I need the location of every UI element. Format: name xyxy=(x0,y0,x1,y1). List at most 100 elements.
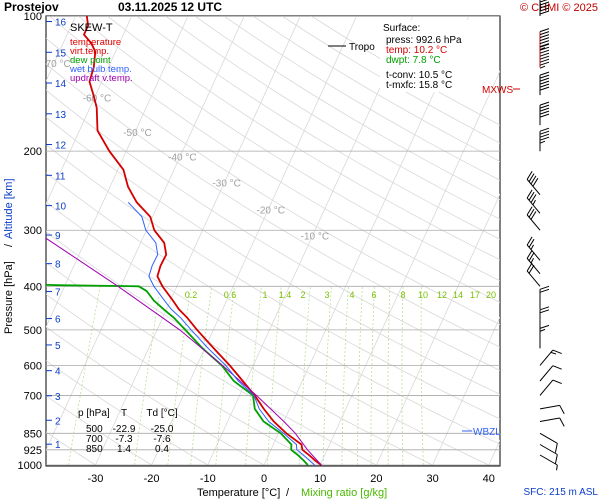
wind-barb xyxy=(526,171,541,196)
isotherm-label: -70 °C xyxy=(42,59,70,70)
x-tick-label: 10 xyxy=(314,473,326,485)
wind-barb-flag xyxy=(532,177,539,187)
table-cell: -22.9 xyxy=(113,424,136,435)
axes-layer: -30 -20 -10 0 10 20 30 401002003004005006007008… xyxy=(18,11,495,485)
wind-barb-staff xyxy=(539,454,558,466)
x-tick-label: -20 xyxy=(144,473,160,485)
wind-barb-flag xyxy=(539,10,550,15)
wind-barb-flag xyxy=(539,80,550,85)
wind-barb-flag xyxy=(539,46,550,51)
series-updraft-v-temp--line xyxy=(46,237,322,466)
grid-layer: -80 °C -70 °C -60 °C -50 °C -40 °C -30 °C -20 … xyxy=(42,16,517,466)
isotherm-label: -30 °C xyxy=(212,179,240,190)
isotherm-label: -10 °C xyxy=(301,232,329,243)
wind-barb-flag xyxy=(526,262,533,272)
x-tick-label: -10 xyxy=(200,473,216,485)
wind-barb-flag xyxy=(539,37,550,42)
mixing-ratio-label: 14 xyxy=(453,290,463,300)
pressure-tick-label: 700 xyxy=(24,390,42,402)
station-title: Prostejov xyxy=(4,0,59,14)
wind-barb-staff xyxy=(539,349,554,366)
wind-barb-flag xyxy=(530,175,537,185)
sfc-label: SFC: 215 m ASL xyxy=(524,487,599,498)
wind-barb-flag xyxy=(539,43,550,48)
wind-barb-flag xyxy=(552,379,562,385)
surface-tmxfc: t-mxfc: 15.8 °C xyxy=(386,80,452,91)
wind-barb xyxy=(539,432,558,453)
table-cell: 700 xyxy=(86,434,103,445)
y-axis-separator: / xyxy=(3,243,15,247)
surface-dwpt: dwpt: 7.8 °C xyxy=(386,55,441,66)
y-axis-label: Pressure [hPa] xyxy=(3,261,15,334)
mixing-ratio-label: 25 xyxy=(507,290,517,300)
wind-barb-staff xyxy=(539,432,558,444)
wind-barb-flag xyxy=(559,405,565,415)
wind-barb-flag xyxy=(539,110,550,115)
wind-barb-flag xyxy=(539,306,550,311)
x-axis-label: Temperature [°C] xyxy=(197,487,280,499)
wind-barb-flag xyxy=(539,83,550,88)
wind-barb xyxy=(539,349,562,366)
altitude-tick-label: 10 xyxy=(55,202,67,213)
datetime-title: 03.11.2025 12 UTC xyxy=(118,0,222,14)
wind-barb-flag xyxy=(526,189,533,199)
wind-barb-flag xyxy=(552,349,562,355)
altitude-tick-label: 11 xyxy=(55,171,66,182)
wind-barb-half xyxy=(550,351,557,355)
x-tick-label: 40 xyxy=(483,473,495,485)
wind-barb-half xyxy=(530,244,534,250)
wind-barb xyxy=(539,43,550,69)
wind-barb-flag xyxy=(539,71,550,76)
mxws-label: MXWS xyxy=(482,85,513,96)
wind-barb-half xyxy=(556,464,558,471)
level-table: p [hPa] T Td [°C] 500 -22.9 -25.0 700 -7.3 -7.6 8… xyxy=(78,408,178,455)
wind-barb xyxy=(539,379,562,396)
wind-barb-flag xyxy=(539,285,550,290)
table-cell: 0.4 xyxy=(155,444,169,455)
pressure-tick-label: 600 xyxy=(24,360,42,372)
table-header: Td [°C] xyxy=(146,408,177,419)
wind-barb xyxy=(539,365,562,382)
wind-barb-flag xyxy=(539,77,550,82)
isotherm-label: -50 °C xyxy=(123,128,151,139)
wind-barb-half xyxy=(539,65,546,69)
wind-barb xyxy=(539,306,550,330)
series-dew-point-line xyxy=(46,284,309,466)
altitude-tick-label: 9 xyxy=(55,231,61,242)
wind-barb-staff xyxy=(526,270,541,287)
pressure-tick-label: 1000 xyxy=(18,460,42,472)
mixing-ratio-label: 17 xyxy=(470,290,480,300)
mixing-ratio-label: 20 xyxy=(486,290,496,300)
isotherm-line xyxy=(432,316,500,466)
wind-barb-flag xyxy=(539,40,550,45)
x-tick-label: 0 xyxy=(261,473,267,485)
wind-barb xyxy=(539,0,550,16)
isotherm-line xyxy=(95,16,301,466)
wind-barb xyxy=(539,285,550,310)
x-tick-label: 20 xyxy=(370,473,382,485)
wind-barb-staff xyxy=(539,417,560,422)
pressure-tick-label: 850 xyxy=(24,428,42,440)
wind-barb-flag xyxy=(526,171,533,180)
wind-barb-flag xyxy=(539,49,550,54)
wind-barb-staff xyxy=(526,179,541,196)
dry-adiabat-line xyxy=(78,16,500,282)
wind-barb-half xyxy=(530,257,534,264)
wind-barb-flag xyxy=(539,4,550,9)
dry-adiabat-line xyxy=(136,16,500,240)
wind-barb-flag xyxy=(539,43,550,48)
wind-barb-flag xyxy=(526,236,533,246)
wind-barb-flag xyxy=(539,127,550,132)
credit-text: © CHMI © 2025 xyxy=(520,2,598,14)
wind-barb-flag xyxy=(528,208,535,218)
legend-item: virt.temp. xyxy=(70,46,109,57)
wind-barb-flag xyxy=(539,133,550,138)
wind-barb-flag xyxy=(559,417,565,427)
dry-adiabat-line xyxy=(165,16,500,220)
table-cell: 850 xyxy=(86,444,103,455)
wind-barb xyxy=(539,417,565,427)
wind-barb-flag xyxy=(539,31,550,36)
isotherm-line xyxy=(151,16,357,466)
wind-barb-flag xyxy=(539,74,550,79)
